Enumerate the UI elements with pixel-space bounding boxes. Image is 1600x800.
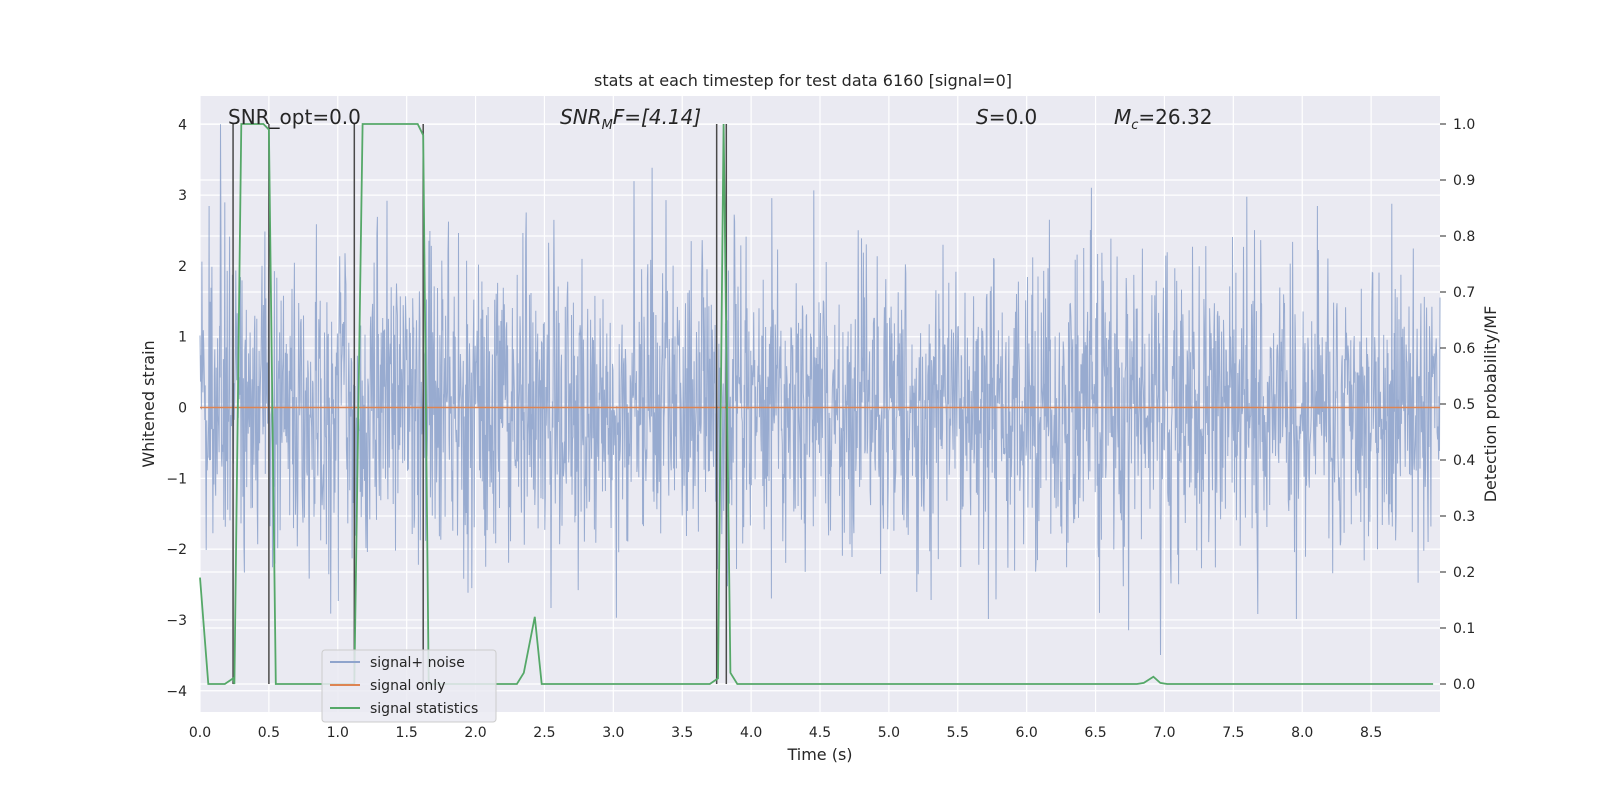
y-right-tick-label: 0.4 — [1453, 453, 1475, 469]
x-tick-label: 4.5 — [809, 725, 831, 741]
y-left-tick-label: 1 — [178, 330, 187, 346]
annotation-mc: Mc=26.32 — [1114, 105, 1212, 133]
y-left-tick-label: 2 — [178, 259, 187, 275]
x-tick-label: 6.0 — [1016, 725, 1038, 741]
y-right-tick-label: 0.5 — [1453, 397, 1475, 413]
y-left-tick-label: −2 — [166, 542, 187, 558]
x-tick-label: 6.5 — [1084, 725, 1106, 741]
x-tick-label: 8.0 — [1291, 725, 1313, 741]
y-right-tick-label: 0.7 — [1453, 285, 1475, 301]
annotation-snr-mf-rest: F=[4.14] — [613, 105, 701, 129]
annotation-s-main: S — [976, 105, 989, 129]
y-left-tick-label: −1 — [166, 471, 187, 487]
x-tick-label: 7.0 — [1153, 725, 1175, 741]
x-tick-label: 4.0 — [740, 725, 762, 741]
signal-plus-noise-line — [199, 124, 1441, 656]
annotation-snr-mf: SNRMF=[4.14] — [560, 105, 701, 133]
y-right-axis-label: Detection probability/MF — [1481, 306, 1500, 503]
annotation-s-rest: =0.0 — [989, 105, 1038, 129]
legend-box — [321, 649, 497, 723]
y-right-tick-label: 0.0 — [1453, 677, 1475, 693]
y-right-tick-label: 0.9 — [1453, 173, 1475, 189]
x-tick-label: 1.5 — [396, 725, 418, 741]
annotation-mc-rest: =26.32 — [1138, 105, 1212, 129]
series-detection-markers — [232, 124, 728, 684]
y-right-tick-label: 0.8 — [1453, 229, 1475, 245]
y-right-tick-label: 0.3 — [1453, 509, 1475, 525]
legend-label-signal-statistics: signal statistics — [370, 701, 478, 717]
x-tick-label: 7.5 — [1222, 725, 1244, 741]
x-axis-label: Time (s) — [786, 745, 852, 764]
y-left-axis-label: Whitened strain — [139, 340, 158, 467]
y-left-axis-ticks: 4 3 2 1 0 −1 −2 −3 −4 — [166, 117, 187, 699]
x-tick-label: 3.0 — [602, 725, 624, 741]
y-right-tick-label: 0.6 — [1453, 341, 1475, 357]
annotation-mc-main: M — [1114, 105, 1131, 129]
legend-label-signal-plus-noise: signal+ noise — [370, 655, 465, 671]
annotation-s: S=0.0 — [976, 105, 1037, 129]
x-tick-label: 2.0 — [464, 725, 486, 741]
x-tick-label: 1.0 — [327, 725, 349, 741]
y-left-tick-label: −3 — [166, 613, 187, 629]
y-right-tick-label: 0.2 — [1453, 565, 1475, 581]
series-signal-plus-noise — [199, 124, 1441, 656]
chart-title: stats at each timestep for test data 616… — [594, 71, 1012, 90]
y-left-tick-label: −4 — [166, 684, 187, 700]
x-tick-label: 3.5 — [671, 725, 693, 741]
x-tick-label: 0.5 — [258, 725, 280, 741]
y-left-tick-label: 0 — [178, 401, 187, 417]
annotation-snr-mf-sub: M — [602, 118, 613, 133]
x-tick-label: 5.0 — [878, 725, 900, 741]
y-right-axis-ticks: 1.0 0.9 0.8 0.7 0.6 0.5 0.4 0.3 0.2 0.1 0.0 — [1440, 117, 1475, 693]
x-tick-label: 2.5 — [533, 725, 555, 741]
x-tick-label: 8.5 — [1360, 725, 1382, 741]
x-tick-label: 5.5 — [947, 725, 969, 741]
annotation-mc-sub: c — [1131, 118, 1138, 133]
legend-label-signal-only: signal only — [370, 678, 445, 694]
annotation-snr-opt: SNR_opt=0.0 — [228, 105, 361, 129]
x-tick-label: 0.0 — [189, 725, 211, 741]
annotation-snr-mf-main: SNR — [560, 105, 602, 129]
y-left-tick-label: 4 — [178, 117, 187, 133]
y-left-tick-label: 3 — [178, 188, 187, 204]
y-right-tick-label: 0.1 — [1453, 621, 1475, 637]
x-axis-ticks: 0.0 0.5 1.0 1.5 2.0 2.5 3.0 3.5 4.0 4.5 5.0 5.5 6.0 6… — [189, 725, 1382, 741]
y-right-tick-label: 1.0 — [1453, 117, 1475, 133]
legend: signal+ noise signal only signal statist… — [321, 649, 497, 723]
